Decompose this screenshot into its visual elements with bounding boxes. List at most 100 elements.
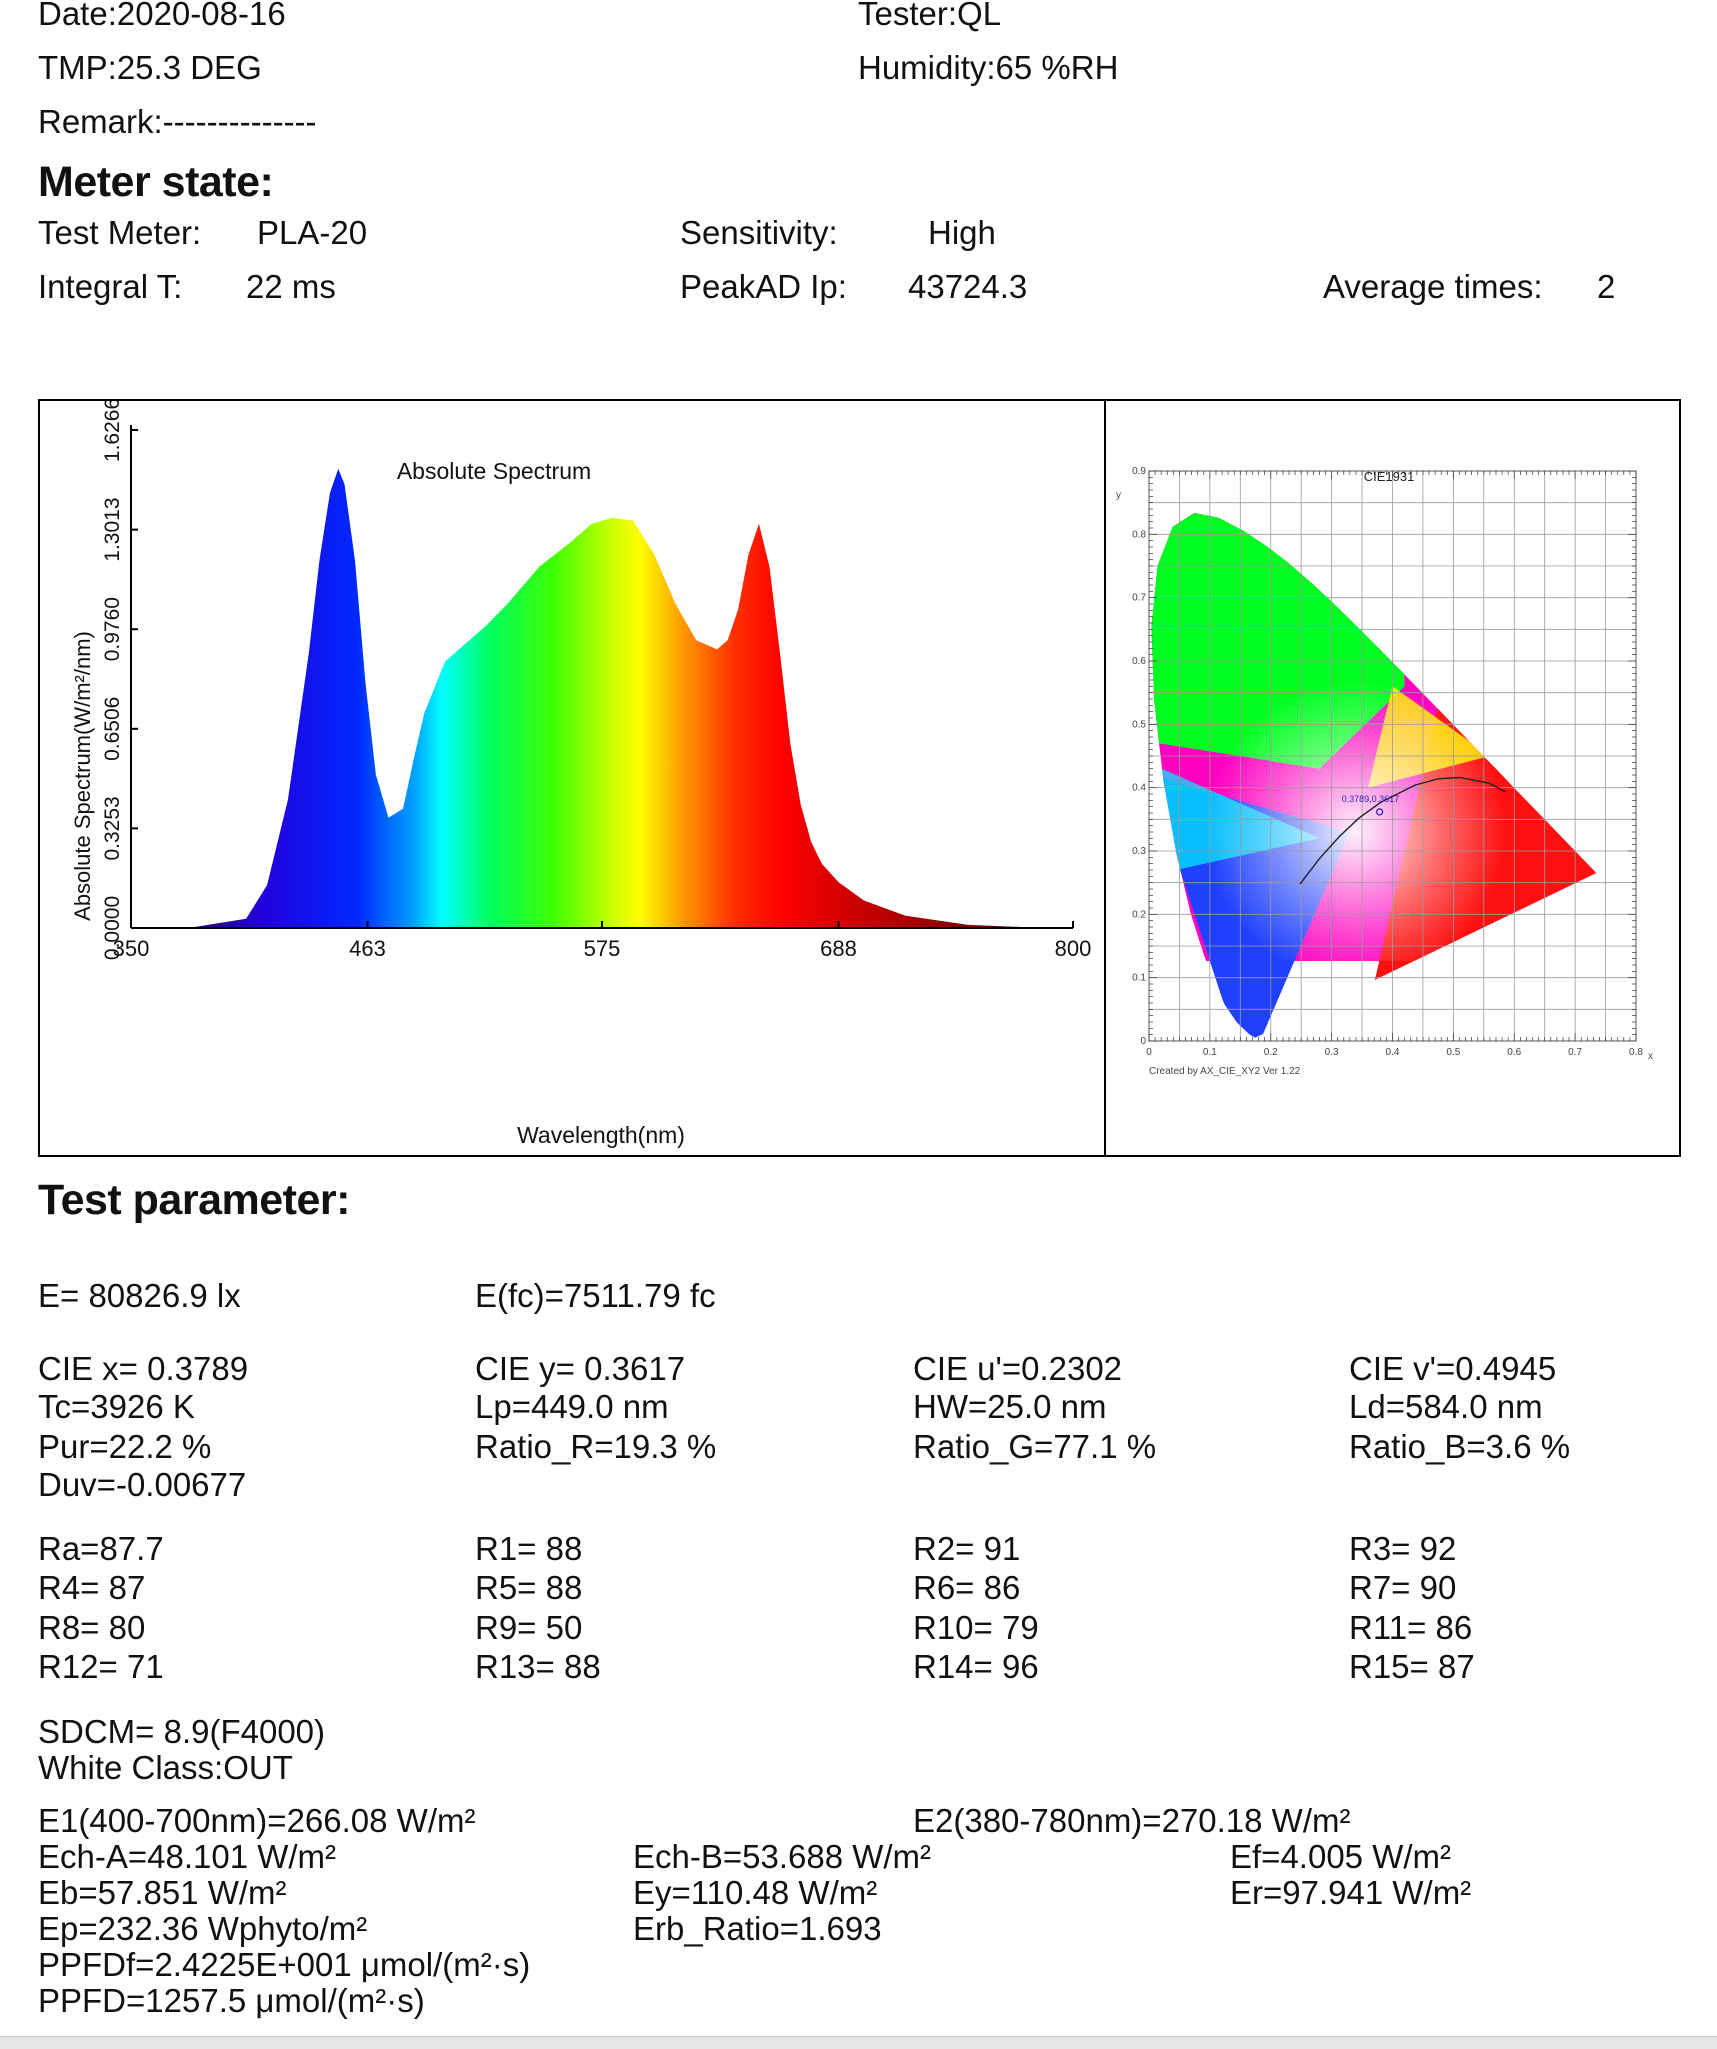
ratio-r-value: Ratio_R=19.3 %: [475, 1428, 717, 1465]
remark-text: Remark:--------------: [38, 103, 317, 140]
r8-value: R8= 80: [38, 1609, 146, 1646]
cie-chromaticity-point: [1376, 808, 1384, 816]
duv-value: Duv=-0.00677: [38, 1466, 247, 1503]
cie-x-tick-label: 0.8: [1629, 1047, 1643, 1058]
erb-ratio-value: Erb_Ratio=1.693: [633, 1910, 882, 1947]
illuminance-fc: E(fc)=7511.79 fc: [475, 1277, 716, 1314]
spectrum-y-tick-label: 1.6266: [101, 401, 124, 462]
cie-x-tick-label: 0.3: [1325, 1047, 1339, 1058]
r14-value: R14= 96: [913, 1648, 1039, 1685]
test-meter-value: PLA-20: [257, 214, 368, 251]
ep-value: Ep=232.36 Wphyto/m²: [38, 1910, 368, 1947]
cie-x-tick-label: 0.5: [1446, 1047, 1460, 1058]
r9-value: R9= 50: [475, 1609, 583, 1646]
integral-time-value: 22 ms: [246, 268, 336, 305]
integral-time-label: Integral T:: [38, 268, 183, 305]
peak-wavelength: Lp=449.0 nm: [475, 1388, 669, 1425]
spectrum-chart-frame: 350 463 575 688 800 0.0000 0.3253 0.6506 0.9760…: [38, 398, 1106, 1157]
cie-y-tick-label: 0.3: [1132, 846, 1146, 857]
average-times-value: 2: [1597, 268, 1616, 305]
spectrum-y-tick-label: 0.9760: [101, 597, 124, 661]
color-temperature: Tc=3926 K: [38, 1388, 195, 1425]
ratio-g-value: Ratio_G=77.1 %: [913, 1428, 1157, 1465]
bottom-scrollbar-strip: [0, 2036, 1717, 2049]
cie-x-tick-label: 0.6: [1507, 1047, 1521, 1058]
r13-value: R13= 88: [475, 1648, 601, 1685]
cie-x-tick-label: 0.1: [1203, 1047, 1217, 1058]
tester-text: Tester:QL: [858, 0, 1002, 32]
ratio-b-value: Ratio_B=3.6 %: [1349, 1428, 1571, 1465]
cie-y-tick-label: 0.5: [1132, 719, 1146, 730]
test-meter-label: Test Meter:: [38, 214, 202, 251]
cie-v-value: CIE v'=0.4945: [1349, 1350, 1557, 1387]
sensitivity-value: High: [928, 214, 996, 251]
illuminance-lux: E= 80826.9 lx: [38, 1277, 241, 1314]
r7-value: R7= 90: [1349, 1569, 1457, 1606]
spectrum-x-tick-label: 688: [820, 936, 857, 961]
cie-x-axis-label: x: [1648, 1051, 1653, 1062]
er-value: Er=97.941 W/m²: [1230, 1874, 1472, 1911]
cie-credit-text: Created by AX_CIE_XY2 Ver 1.22: [1149, 1066, 1301, 1077]
cie-y-tick-label: 0: [1140, 1036, 1146, 1047]
test-parameter-heading: Test parameter:: [38, 1176, 350, 1224]
cie-x-tick-label: 0.4: [1386, 1047, 1400, 1058]
spectrum-y-tick-label: 1.3013: [101, 497, 124, 561]
sdcm-value: SDCM= 8.9(F4000): [38, 1713, 326, 1750]
cie-chart-frame: 0 0.1 0.2 0.3 0.4 0.5 0.6 0.7 0.8 0 0.1 0.2 0.3 0.4 0.…: [1104, 399, 1681, 1157]
r2-value: R2= 91: [913, 1530, 1021, 1567]
cie1931-chart: 0 0.1 0.2 0.3 0.4 0.5 0.6 0.7 0.8 0 0.1 0.2 0.3 0.4 0.…: [1116, 466, 1653, 1077]
cie-x-tick-label: 0: [1146, 1047, 1152, 1058]
spectrum-x-axis-label: Wavelength(nm): [517, 1122, 685, 1148]
dominant-wavelength: Ld=584.0 nm: [1349, 1388, 1543, 1425]
half-width: HW=25.0 nm: [913, 1388, 1107, 1425]
spectrum-x-tick-label: 350: [113, 936, 150, 961]
purity-value: Pur=22.2 %: [38, 1428, 212, 1465]
cie-y-tick-label: 0.4: [1132, 783, 1146, 794]
ra-value: Ra=87.7: [38, 1530, 164, 1567]
planckian-locus-curve: [1299, 776, 1507, 885]
cie-u-value: CIE u'=0.2302: [913, 1350, 1123, 1387]
eb-value: Eb=57.851 W/m²: [38, 1874, 287, 1911]
ech-b-value: Ech-B=53.688 W/m²: [633, 1838, 932, 1875]
cie-title: CIE1931: [1364, 469, 1415, 484]
r10-value: R10= 79: [913, 1609, 1039, 1646]
spectrum-y-tick-label: 0.0000: [101, 896, 124, 960]
ppfd-value: PPFD=1257.5 μmol/(m²·s): [38, 1982, 425, 2019]
cie-y-value: CIE y= 0.3617: [475, 1350, 686, 1387]
r1-value: R1= 88: [475, 1530, 583, 1567]
r3-value: R3= 92: [1349, 1530, 1457, 1567]
peak-ad-label: PeakAD Ip:: [680, 268, 847, 305]
cie-x-tick-label: 0.7: [1568, 1047, 1582, 1058]
meter-state-heading: Meter state:: [38, 158, 274, 206]
r15-value: R15= 87: [1349, 1648, 1475, 1685]
ech-a-value: Ech-A=48.101 W/m²: [38, 1838, 337, 1875]
cie-y-tick-label: 0.2: [1132, 909, 1146, 920]
ppfdf-value: PPFDf=2.4225E+001 μmol/(m²·s): [38, 1946, 531, 1983]
spectrum-y-tick-label: 0.6506: [101, 697, 124, 761]
sensitivity-label: Sensitivity:: [680, 214, 838, 251]
cie-y-tick-label: 0.7: [1132, 593, 1146, 604]
cie-y-tick-label: 0.6: [1132, 656, 1146, 667]
spectrum-title: Absolute Spectrum: [397, 458, 591, 484]
spectrum-y-axis-label: Absolute Spectrum(W/m²/nm): [70, 631, 95, 921]
absolute-spectrum-chart: 350 463 575 688 800 0.0000 0.3253 0.6506 0.9760…: [70, 398, 1092, 1148]
humidity-text: Humidity:65 %RH: [858, 49, 1119, 86]
spectrum-x-tick-label: 463: [349, 936, 386, 961]
white-class-value: White Class:OUT: [38, 1749, 293, 1786]
cie-x-value: CIE x= 0.3789: [38, 1350, 249, 1387]
spectrum-y-tick-label: 0.3253: [101, 796, 124, 860]
r5-value: R5= 88: [475, 1569, 583, 1606]
spectrum-x-tick-label: 800: [1055, 936, 1092, 961]
date-text: Date:2020-08-16: [38, 0, 286, 32]
ef-value: Ef=4.005 W/m²: [1230, 1838, 1451, 1875]
r6-value: R6= 86: [913, 1569, 1021, 1606]
ey-value: Ey=110.48 W/m²: [633, 1874, 878, 1911]
cie-y-tick-label: 0.9: [1132, 466, 1146, 477]
r11-value: R11= 86: [1349, 1609, 1473, 1646]
r4-value: R4= 87: [38, 1569, 146, 1606]
r12-value: R12= 71: [38, 1648, 164, 1685]
cie-y-axis-label: y: [1116, 490, 1121, 501]
peak-ad-value: 43724.3: [908, 268, 1028, 305]
average-times-label: Average times:: [1323, 268, 1543, 305]
spectrum-area: [131, 468, 1073, 928]
